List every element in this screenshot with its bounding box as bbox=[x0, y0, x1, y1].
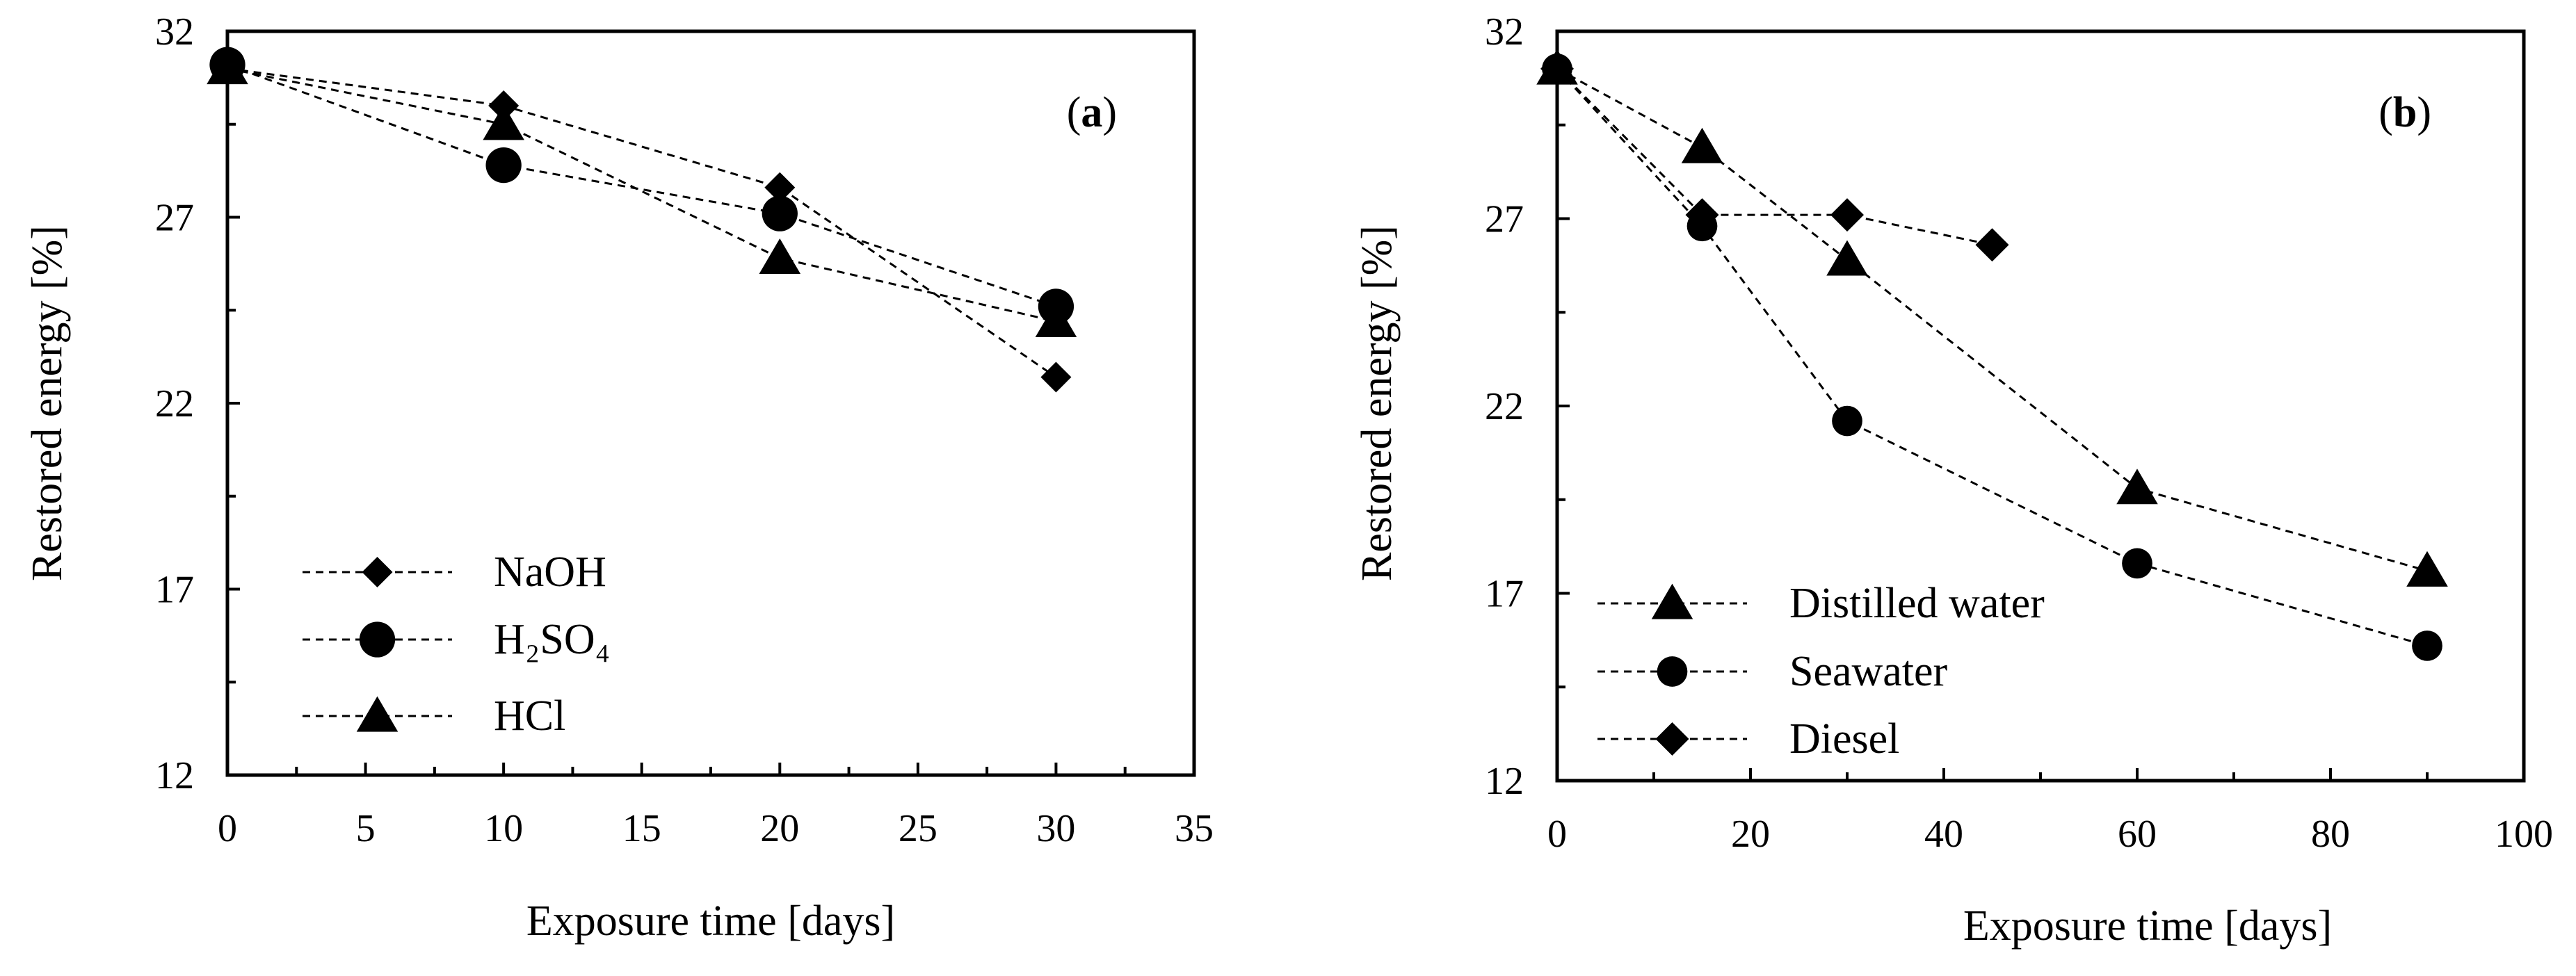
panel-b-data-point-seawater bbox=[1832, 405, 1862, 437]
panel-b-data-point-diesel bbox=[1685, 198, 1719, 232]
panel-a-label: (a) bbox=[1067, 89, 1117, 136]
panel-a-y-axis-label: Restored energy [%] bbox=[24, 225, 71, 581]
panel-a-data-point-h2so4 bbox=[762, 195, 798, 231]
panel-a-data-point-naoh bbox=[764, 172, 796, 203]
panel-a-x-tick-label: 15 bbox=[622, 807, 661, 850]
panel-b-x-axis-label: Exposure time [days] bbox=[1963, 902, 2332, 950]
panel-a-x-tick-label: 25 bbox=[899, 807, 937, 850]
panel-a-data-point-hcl bbox=[759, 238, 801, 275]
panel-b-legend-item-distilled-water: Distilled water bbox=[1597, 580, 2045, 627]
panel-a-legend-label: HCl bbox=[494, 692, 565, 740]
panel-b-legend-marker bbox=[1651, 583, 1693, 619]
panel-b-data-point-diesel bbox=[1540, 51, 1574, 86]
panel-b-data-point-distilled-water bbox=[2116, 469, 2158, 505]
panel-a-x-tick-label: 30 bbox=[1036, 807, 1075, 850]
panel-a-y-tick-label: 27 bbox=[155, 197, 194, 240]
panel-a-series-h2so4 bbox=[209, 47, 1074, 325]
panel-b-x-tick-label: 0 bbox=[1547, 813, 1567, 856]
panel-b-legend-item-diesel: Diesel bbox=[1597, 715, 1899, 763]
panel-a-series-line-h2so4 bbox=[227, 63, 1056, 308]
panel-a-legend-item-h2so4: H₂SO₄ bbox=[303, 616, 610, 663]
panel-a-data-point-hcl bbox=[483, 104, 524, 140]
panel-b-x-tick-label: 20 bbox=[1731, 813, 1770, 856]
panel-b-label: (b) bbox=[2378, 89, 2431, 136]
panel-a-data-point-h2so4 bbox=[485, 147, 522, 184]
panel-b-series-line-distilled-water bbox=[1556, 67, 2428, 572]
panel-b-legend-marker bbox=[1657, 656, 1688, 687]
panel-a-series-line-hcl bbox=[227, 67, 1056, 323]
panel-b-legend: Distilled water Seawater Diesel bbox=[1597, 580, 2045, 763]
panel-a-x-tick-label: 0 bbox=[218, 807, 237, 850]
panel-a-legend-marker bbox=[362, 557, 393, 587]
panel-b-legend-item-seawater: Seawater bbox=[1597, 648, 1948, 695]
panel-b-letter: b bbox=[2393, 89, 2417, 136]
panel-a-legend: NaOH H₂SO₄ HCl bbox=[303, 548, 610, 740]
panel-b-x-tick-label: 80 bbox=[2311, 813, 2350, 856]
panel-b-legend-label: Distilled water bbox=[1789, 580, 2045, 627]
panel-a-data-point-naoh bbox=[1040, 361, 1072, 393]
panel-a-y-tick-label: 22 bbox=[155, 382, 194, 425]
panel-a-legend-label: NaOH bbox=[494, 548, 606, 596]
panel-b-y-tick-label: 32 bbox=[1485, 10, 1524, 54]
panel-b-data-point-distilled-water bbox=[1681, 127, 1723, 163]
panel-b-legend-marker bbox=[1655, 722, 1689, 756]
panel-b-series-line-diesel bbox=[1556, 67, 1993, 246]
panel-b-x-tick-label: 40 bbox=[1924, 813, 1963, 856]
panel-a-series-naoh bbox=[212, 53, 1072, 393]
panel-a-legend-marker bbox=[359, 621, 396, 658]
panel-b-legend-label: Seawater bbox=[1789, 648, 1948, 695]
panel-b-y-tick-label: 27 bbox=[1485, 198, 1524, 241]
panel-b-y-tick-label: 22 bbox=[1485, 385, 1524, 428]
panel-b-y-tick-label: 17 bbox=[1485, 573, 1524, 616]
panel-b-series-seawater bbox=[1542, 54, 2442, 661]
panel-a-legend-label: H₂SO₄ bbox=[494, 616, 610, 663]
panel-a-plot-frame bbox=[225, 29, 1196, 777]
panel-b-series-diesel bbox=[1540, 51, 2009, 262]
panel-b-data-point-seawater bbox=[2412, 631, 2442, 661]
panel-a-y-tick-label: 12 bbox=[155, 754, 194, 797]
panel-a-data-point-hcl bbox=[207, 49, 248, 85]
panel-a-x-tick-label: 10 bbox=[484, 807, 523, 850]
panel-a-series-hcl bbox=[207, 49, 1077, 337]
panel-b-data-point-distilled-water bbox=[2406, 551, 2448, 587]
panel-b-y-axis-label: Restored energy [%] bbox=[1353, 225, 1401, 581]
panel-b-y-tick-label: 12 bbox=[1485, 760, 1524, 803]
panel-a-y-tick-label: 32 bbox=[155, 10, 194, 54]
panel-a-y-tick-label: 17 bbox=[155, 569, 194, 612]
panel-a-chart: (a) Exposure time [days] Restored energy… bbox=[24, 10, 1214, 945]
panel-a-data-point-hcl bbox=[1035, 301, 1077, 337]
panel-b-series-distilled-water bbox=[1536, 49, 2448, 587]
panel-a-letter: a bbox=[1081, 89, 1102, 136]
panel-b-data-point-diesel bbox=[1975, 228, 2009, 262]
panel-b-legend-label: Diesel bbox=[1789, 715, 1899, 763]
panel-a-x-tick-label: 5 bbox=[356, 807, 376, 850]
panel-b-x-tick-label: 100 bbox=[2495, 813, 2553, 856]
panel-a-x-tick-label: 20 bbox=[760, 807, 799, 850]
panel-a-legend-item-hcl: HCl bbox=[303, 692, 565, 740]
panel-b-data-point-diesel bbox=[1830, 198, 1864, 232]
panel-b-data-point-seawater bbox=[2122, 548, 2152, 579]
panel-a-legend-item-naoh: NaOH bbox=[303, 548, 606, 596]
panel-b-x-tick-label: 60 bbox=[2118, 813, 2157, 856]
panel-a-legend-marker bbox=[356, 696, 399, 732]
panel-a-x-tick-label: 35 bbox=[1175, 807, 1214, 850]
panel-a-x-axis-label: Exposure time [days] bbox=[526, 897, 895, 945]
panel-b-chart: (b) Exposure time [days] Restored energy… bbox=[1353, 10, 2553, 950]
panel-b-data-point-distilled-water bbox=[1826, 240, 1868, 276]
panel-a-series-line-naoh bbox=[227, 67, 1057, 378]
